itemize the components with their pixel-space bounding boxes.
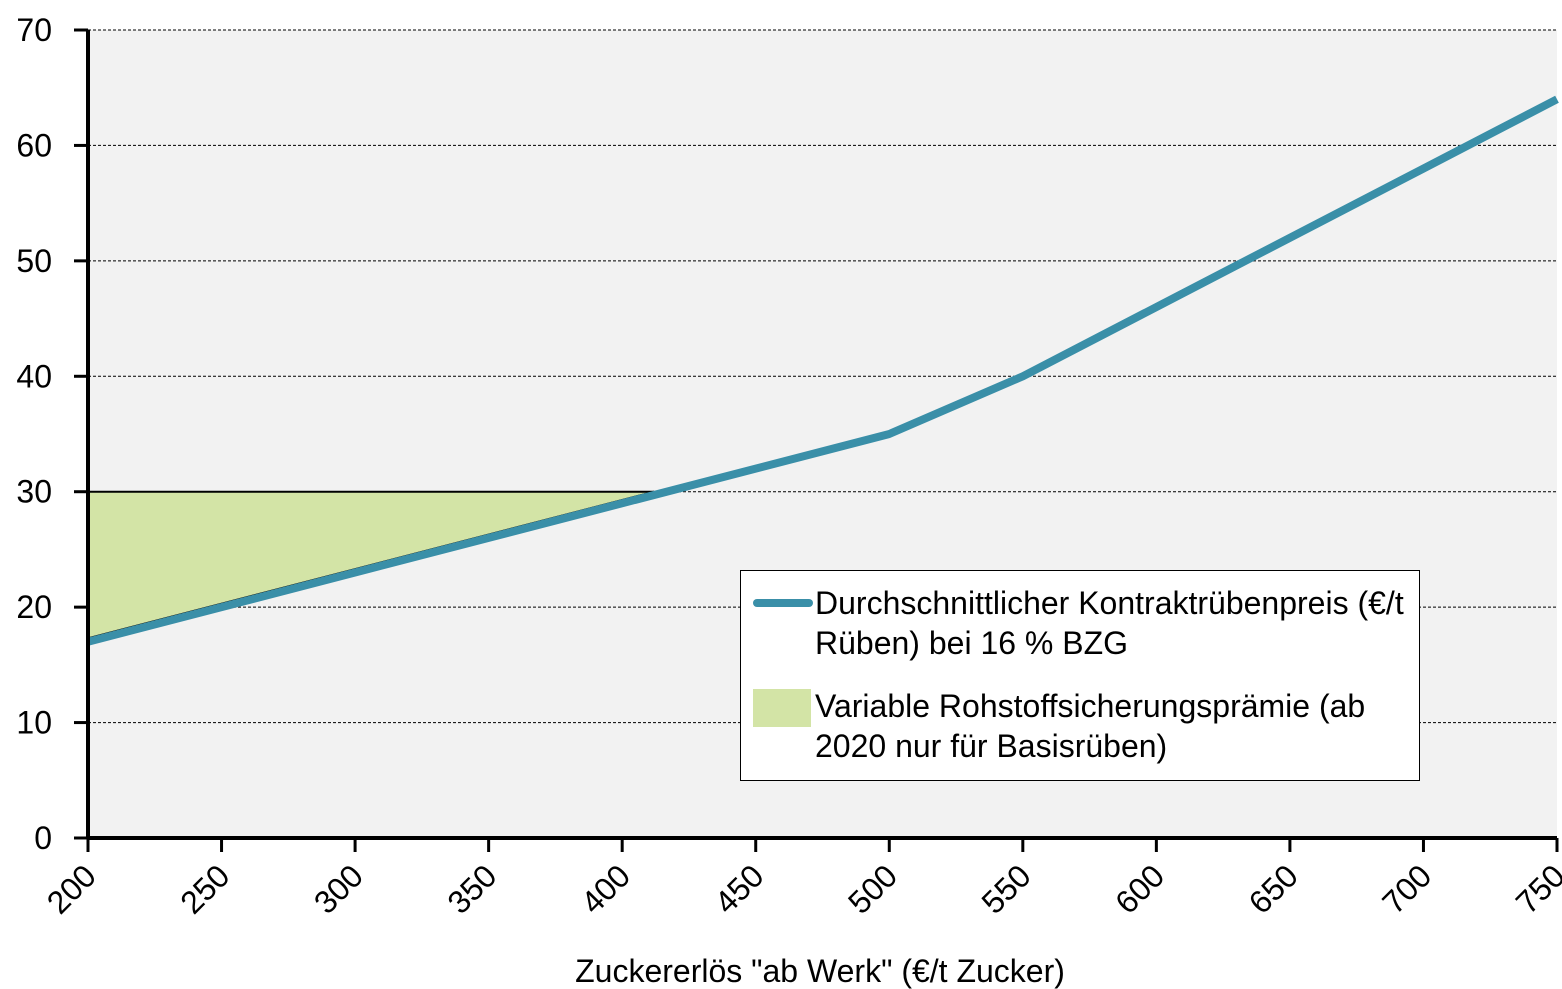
line [86,95,1559,646]
x-tick-label: 200 [40,857,103,920]
y-tick-label: 40 [16,358,52,394]
x-tick-label: 450 [707,857,770,920]
legend-line-swatch [753,599,813,607]
x-axis-label: Zuckererlös "ab Werk" (€/t Zucker) [575,953,1065,989]
y-tick-label: 0 [34,820,52,856]
x-tick-label: 250 [173,857,236,920]
x-tick-label: 650 [1242,857,1305,920]
x-tick-label: 750 [1509,857,1562,920]
legend-label: Durchschnittlicher Kontraktrübenpreis (€… [815,585,1404,661]
y-tick-label: 60 [16,127,52,163]
legend: Durchschnittlicher Kontraktrübenpreis (€… [740,570,1420,781]
y-tick-label: 20 [16,589,52,625]
y-tick-label: 30 [16,474,52,510]
x-tick-label: 350 [440,857,503,920]
y-tick-label: 50 [16,243,52,279]
legend-area-swatch [753,689,811,727]
x-tick-label: 400 [574,857,637,920]
y-tick-label: 70 [16,12,52,48]
y-tick-label: 10 [16,705,52,741]
x-tick-label: 500 [841,857,904,920]
x-tick-label: 550 [975,857,1038,920]
x-tick-label: 300 [307,857,370,920]
legend-label: Variable Rohstoffsicherungsprämie (ab 20… [815,688,1366,764]
x-tick-label: 700 [1375,857,1438,920]
x-tick-label: 600 [1108,857,1171,920]
